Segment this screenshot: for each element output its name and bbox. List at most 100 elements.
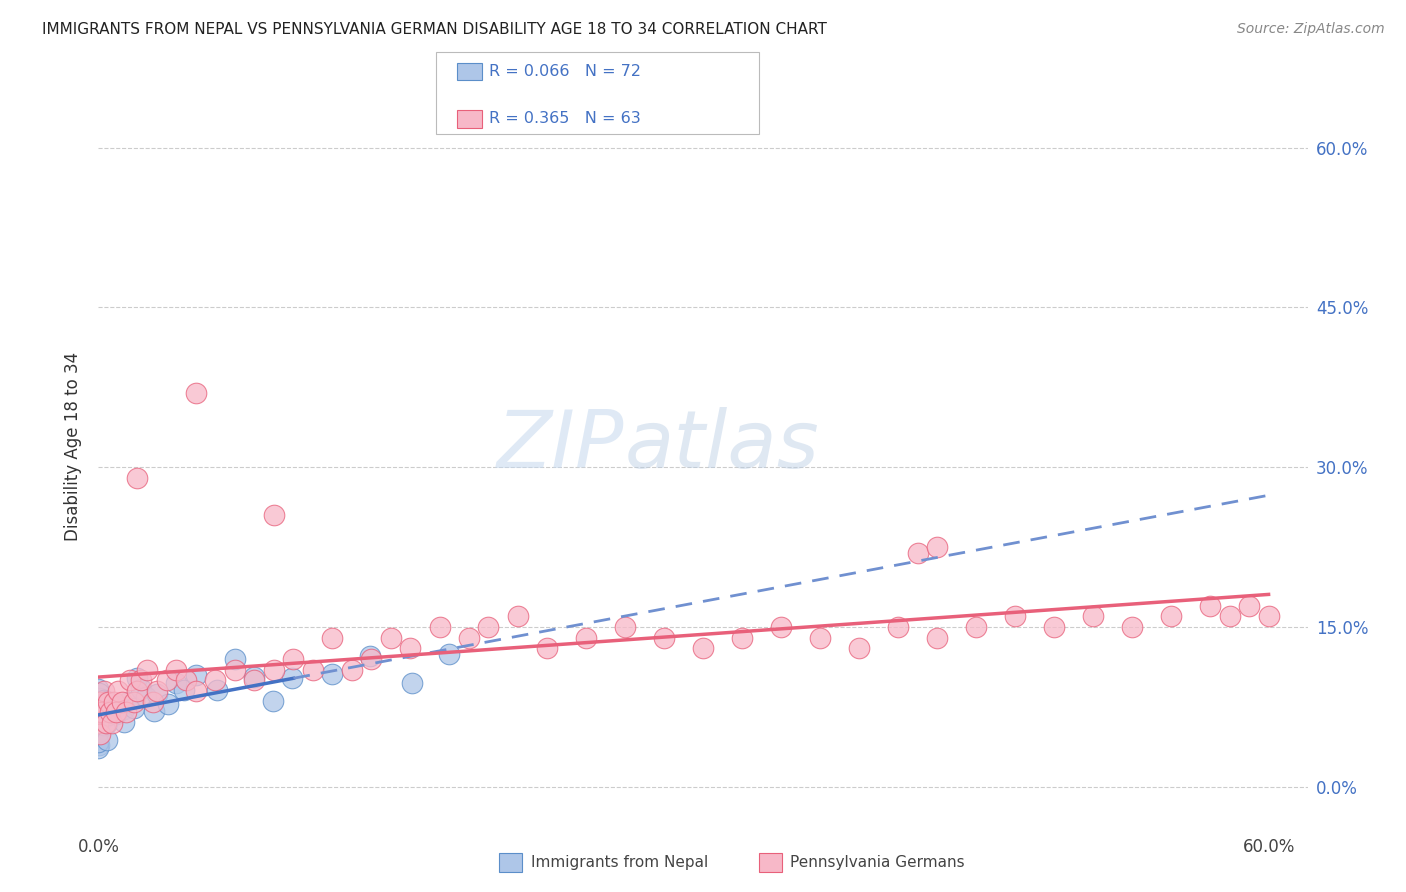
Point: [87, 699, 110, 714]
Point: [89, 705, 111, 719]
Point: [321, 631, 343, 645]
Point: [87, 691, 110, 706]
Point: [87, 716, 110, 731]
Point: [112, 715, 135, 730]
Point: [692, 641, 714, 656]
Point: [87, 728, 110, 742]
Point: [321, 666, 343, 681]
Point: [769, 620, 792, 634]
Point: [118, 673, 141, 688]
Point: [91, 706, 114, 720]
Point: [129, 682, 152, 697]
Point: [105, 707, 128, 722]
Point: [101, 698, 124, 713]
Point: [458, 631, 481, 645]
Point: [122, 695, 145, 709]
Point: [302, 663, 325, 677]
Point: [136, 663, 159, 677]
Point: [204, 673, 226, 688]
Point: [112, 702, 135, 716]
Text: Immigrants from Nepal: Immigrants from Nepal: [531, 855, 709, 870]
Point: [87, 682, 110, 697]
Point: [87, 707, 110, 722]
Point: [87, 723, 110, 737]
Point: [142, 704, 165, 718]
Point: [89, 685, 111, 699]
Point: [380, 631, 402, 645]
Point: [506, 609, 529, 624]
Point: [93, 684, 115, 698]
Point: [111, 695, 134, 709]
Point: [87, 707, 110, 722]
Point: [96, 733, 118, 747]
Point: [536, 641, 558, 656]
Point: [925, 631, 948, 645]
Point: [104, 706, 127, 720]
Point: [87, 708, 110, 723]
Point: [156, 673, 179, 688]
Text: R = 0.365   N = 63: R = 0.365 N = 63: [489, 112, 641, 126]
Point: [184, 385, 207, 400]
Point: [174, 673, 197, 688]
Point: [437, 648, 460, 662]
Point: [808, 631, 831, 645]
Point: [87, 702, 110, 716]
Point: [1257, 609, 1279, 624]
Point: [283, 652, 305, 666]
Point: [224, 663, 246, 677]
Point: [1219, 609, 1241, 624]
Point: [87, 706, 110, 720]
Point: [477, 620, 499, 634]
Text: atlas: atlas: [624, 407, 820, 485]
Point: [205, 683, 228, 698]
Point: [87, 698, 110, 712]
Point: [731, 631, 754, 645]
Point: [89, 713, 111, 727]
Point: [135, 690, 157, 704]
Point: [93, 718, 115, 732]
Point: [87, 704, 110, 718]
Point: [89, 695, 111, 709]
Point: [87, 708, 110, 723]
Point: [401, 676, 423, 690]
Point: [94, 710, 117, 724]
Point: [87, 706, 110, 721]
Point: [97, 695, 120, 709]
Point: [89, 695, 111, 709]
Point: [243, 673, 266, 688]
Point: [263, 508, 285, 523]
Point: [1004, 609, 1026, 624]
Point: [96, 715, 118, 730]
Point: [429, 620, 451, 634]
Point: [173, 682, 195, 697]
Point: [1121, 620, 1143, 634]
Point: [281, 672, 304, 686]
Point: [87, 714, 110, 728]
Point: [87, 698, 110, 712]
Point: [97, 707, 120, 722]
Point: [887, 620, 910, 634]
Point: [87, 735, 110, 749]
Text: R = 0.066   N = 72: R = 0.066 N = 72: [489, 64, 641, 78]
Point: [107, 684, 129, 698]
Point: [87, 739, 110, 753]
Point: [87, 696, 110, 710]
Point: [263, 663, 285, 677]
Point: [848, 641, 870, 656]
Point: [614, 620, 637, 634]
Point: [87, 706, 110, 720]
Point: [965, 620, 987, 634]
Point: [1199, 599, 1222, 613]
Text: IMMIGRANTS FROM NEPAL VS PENNSYLVANIA GERMAN DISABILITY AGE 18 TO 34 CORRELATION: IMMIGRANTS FROM NEPAL VS PENNSYLVANIA GE…: [42, 22, 827, 37]
Point: [242, 670, 264, 684]
Point: [87, 722, 110, 736]
Point: [1081, 609, 1104, 624]
Point: [340, 663, 363, 677]
Point: [1160, 609, 1182, 624]
Point: [359, 649, 381, 664]
Point: [127, 471, 149, 485]
Point: [89, 726, 111, 740]
Point: [98, 706, 121, 720]
Point: [131, 673, 153, 688]
Point: [146, 687, 169, 701]
